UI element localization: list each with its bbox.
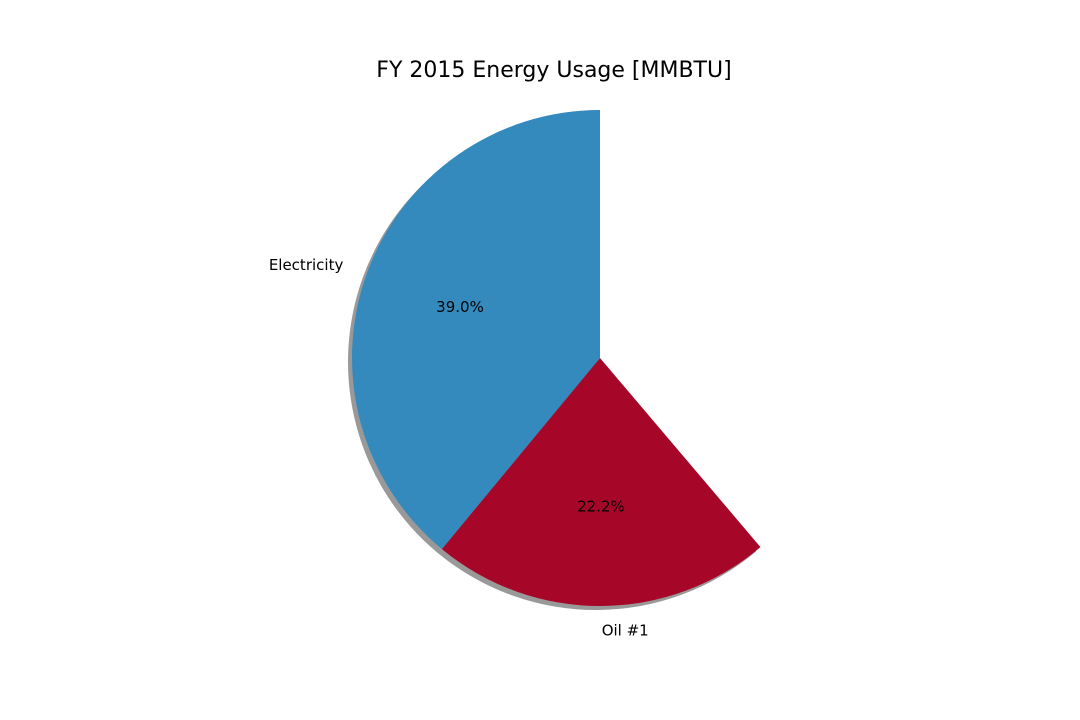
slice-label-electricity: Electricity xyxy=(269,256,344,274)
slice-percent-oil-1: 22.2% xyxy=(577,497,625,515)
pie-slice-electricity xyxy=(351,110,600,550)
pie-labels: Electricity 39.0% Oil #1 22.2% xyxy=(269,256,649,639)
slice-label-oil-1: Oil #1 xyxy=(602,621,649,639)
pie-slice-oil-1 xyxy=(441,358,761,607)
pie-slices xyxy=(351,110,761,607)
chart-title: FY 2015 Energy Usage [MMBTU] xyxy=(376,58,732,83)
slice-percent-electricity: 39.0% xyxy=(436,298,484,316)
